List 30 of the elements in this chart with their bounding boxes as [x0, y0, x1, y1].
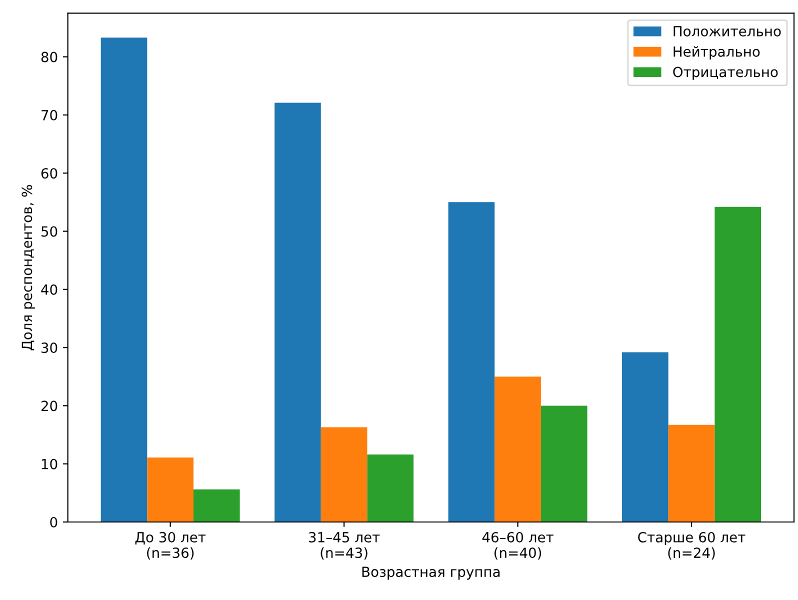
bar	[540, 406, 588, 522]
y-tick-label: 70	[42, 110, 58, 120]
y-axis-title: Доля респондентов, %	[22, 185, 35, 350]
y-tick-label: 10	[42, 458, 58, 470]
y-tick-label: 20	[41, 400, 58, 412]
legend-label: Положительно	[674, 26, 781, 36]
bar	[367, 454, 414, 522]
bar	[494, 376, 541, 522]
legend-label: Отрицательно	[673, 66, 778, 80]
legend-label: Нейтрально	[674, 46, 760, 60]
x-tick-label: 46–60 лет (n=40)	[482, 532, 554, 560]
bar	[668, 424, 715, 522]
x-tick-label: 31–45 лет (n=43)	[309, 532, 380, 560]
bar	[193, 489, 240, 522]
x-tick-label: До 30 лет (n=36)	[135, 532, 206, 560]
y-tick-label: 60	[41, 168, 58, 179]
y-tick-label: 40	[41, 284, 58, 295]
bar	[448, 202, 495, 522]
bar	[714, 206, 761, 522]
x-axis-title: Возрастная группа	[362, 566, 500, 580]
y-tick-label: 50	[42, 226, 58, 237]
y-tick-label: 30	[41, 342, 58, 354]
bar	[320, 427, 368, 522]
bar	[622, 352, 668, 522]
bar	[274, 102, 321, 522]
bar	[100, 38, 148, 522]
x-tick-label: Старше 60 лет (n=24)	[638, 532, 746, 560]
y-tick-label: 80	[41, 52, 58, 62]
bar	[147, 457, 194, 522]
y-tick-label: 0	[50, 516, 58, 528]
